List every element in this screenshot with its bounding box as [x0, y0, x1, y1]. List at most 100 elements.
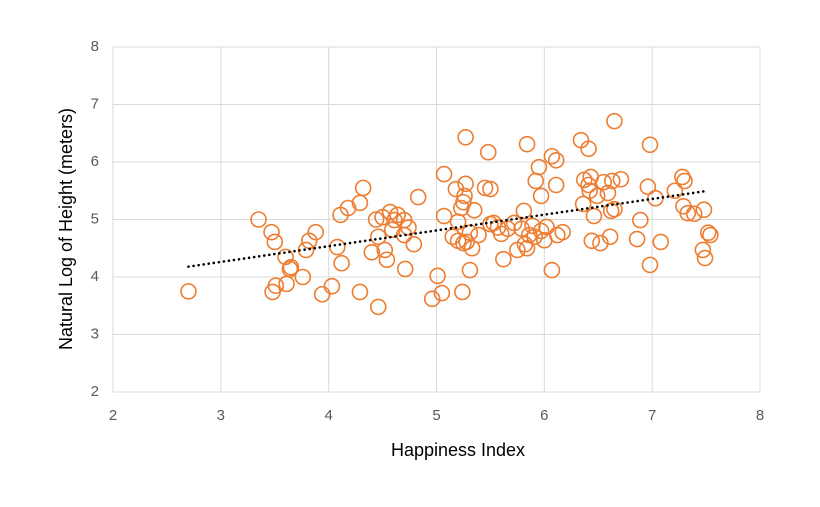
scatter-point: [694, 241, 712, 259]
scatter-point: [405, 235, 423, 253]
x-tick-label: 8: [756, 407, 764, 424]
scatter-point: [606, 112, 623, 130]
scatter-point: [307, 223, 325, 241]
scatter-point: [351, 283, 369, 301]
scatter-point: [585, 207, 603, 225]
scatter-point: [323, 277, 341, 295]
scatter-point: [456, 187, 473, 205]
scatter-point: [574, 195, 592, 213]
trendline: [187, 189, 710, 268]
x-tick-label: 2: [109, 407, 117, 424]
scatter-point: [367, 211, 385, 228]
scatter-point: [632, 211, 649, 229]
scatter-point: [250, 211, 267, 228]
scatter-point: [476, 179, 494, 197]
scatter-point: [641, 256, 659, 274]
scatter-point: [696, 249, 714, 267]
y-tick-label: 7: [91, 95, 99, 112]
scatter-point: [530, 158, 548, 176]
x-tick-label: 6: [540, 407, 548, 424]
x-tick-label: 4: [324, 407, 332, 424]
scatter-point: [603, 172, 621, 190]
scatter-point: [267, 277, 285, 294]
scatter-point: [282, 258, 300, 276]
scatter-point: [602, 202, 620, 220]
x-tick-label: 7: [648, 407, 656, 424]
scatter-point: [554, 223, 571, 241]
scatter-point: [674, 168, 691, 186]
scatter-point: [583, 232, 601, 250]
scatter-point: [639, 178, 657, 196]
scatter-point: [526, 228, 543, 246]
scatter-point: [396, 260, 414, 278]
scatter-point: [547, 151, 565, 169]
scatter-point: [381, 203, 399, 221]
y-tick-label: 3: [91, 325, 99, 342]
scatter-point: [524, 217, 541, 235]
scatter-point: [543, 261, 561, 279]
y-tick-label: 8: [91, 38, 99, 55]
y-axis-title: Natural Log of Height (meters): [56, 108, 76, 350]
scatter-point: [433, 284, 451, 302]
scatter-point: [461, 261, 479, 279]
y-tick-label: 2: [91, 383, 99, 400]
scatter-point: [435, 165, 453, 183]
scatter-point: [699, 224, 717, 242]
scatter-point: [328, 238, 346, 256]
scatter-point: [499, 220, 516, 237]
scatter-point: [423, 290, 441, 308]
scatter-point: [532, 187, 550, 205]
scatter-point: [354, 179, 372, 197]
scatter-point: [518, 135, 536, 153]
y-tick-label: 6: [91, 153, 99, 170]
scatter-point: [294, 268, 312, 286]
scatter-point: [313, 285, 331, 303]
scatter-point: [409, 188, 427, 206]
scatter-point: [180, 283, 197, 300]
scatter-point: [547, 176, 565, 194]
y-tick-label: 4: [91, 268, 99, 285]
scatter-point: [518, 239, 536, 257]
scatter-point: [463, 239, 481, 257]
scatter-point: [532, 222, 550, 240]
scatter-point: [628, 230, 646, 248]
scatter-point: [465, 202, 483, 219]
scatter-point: [470, 226, 487, 244]
scatter-point: [543, 147, 561, 165]
scatter-point: [601, 228, 619, 246]
scatter-point: [400, 219, 417, 236]
scatter-point: [666, 182, 684, 200]
scatter-point: [606, 200, 623, 218]
scatter-point: [595, 173, 612, 191]
scatter-point: [281, 260, 299, 278]
scatter-point: [278, 275, 295, 293]
scatter-point: [266, 233, 284, 251]
scatter-point: [376, 241, 394, 259]
scatter-point: [482, 180, 499, 198]
scatter-point: [580, 140, 597, 158]
scatter-point: [363, 243, 381, 261]
scatter-point: [369, 298, 387, 316]
y-tick-label: 5: [91, 210, 99, 227]
scatter-point: [647, 189, 664, 207]
scatter-point: [333, 254, 350, 272]
scatter-point: [479, 143, 497, 161]
x-tick-label: 3: [217, 407, 225, 424]
scatter-point: [457, 128, 474, 146]
x-axis-title: Happiness Index: [391, 440, 525, 460]
scatter-point: [351, 194, 369, 212]
scatter-point: [652, 233, 670, 251]
scatter-point: [641, 136, 659, 154]
scatter-point: [588, 187, 606, 205]
scatter-point: [457, 175, 474, 193]
x-tick-label: 5: [432, 407, 440, 424]
scatter-point: [538, 218, 555, 236]
scatter-point: [592, 234, 609, 252]
scatter-point: [515, 202, 533, 220]
scatter-point: [695, 201, 713, 219]
scatter-point: [702, 226, 719, 244]
scatter-point: [685, 205, 703, 223]
scatter-point: [429, 267, 446, 285]
scatter-point: [435, 207, 453, 225]
scatter-point: [495, 250, 512, 268]
